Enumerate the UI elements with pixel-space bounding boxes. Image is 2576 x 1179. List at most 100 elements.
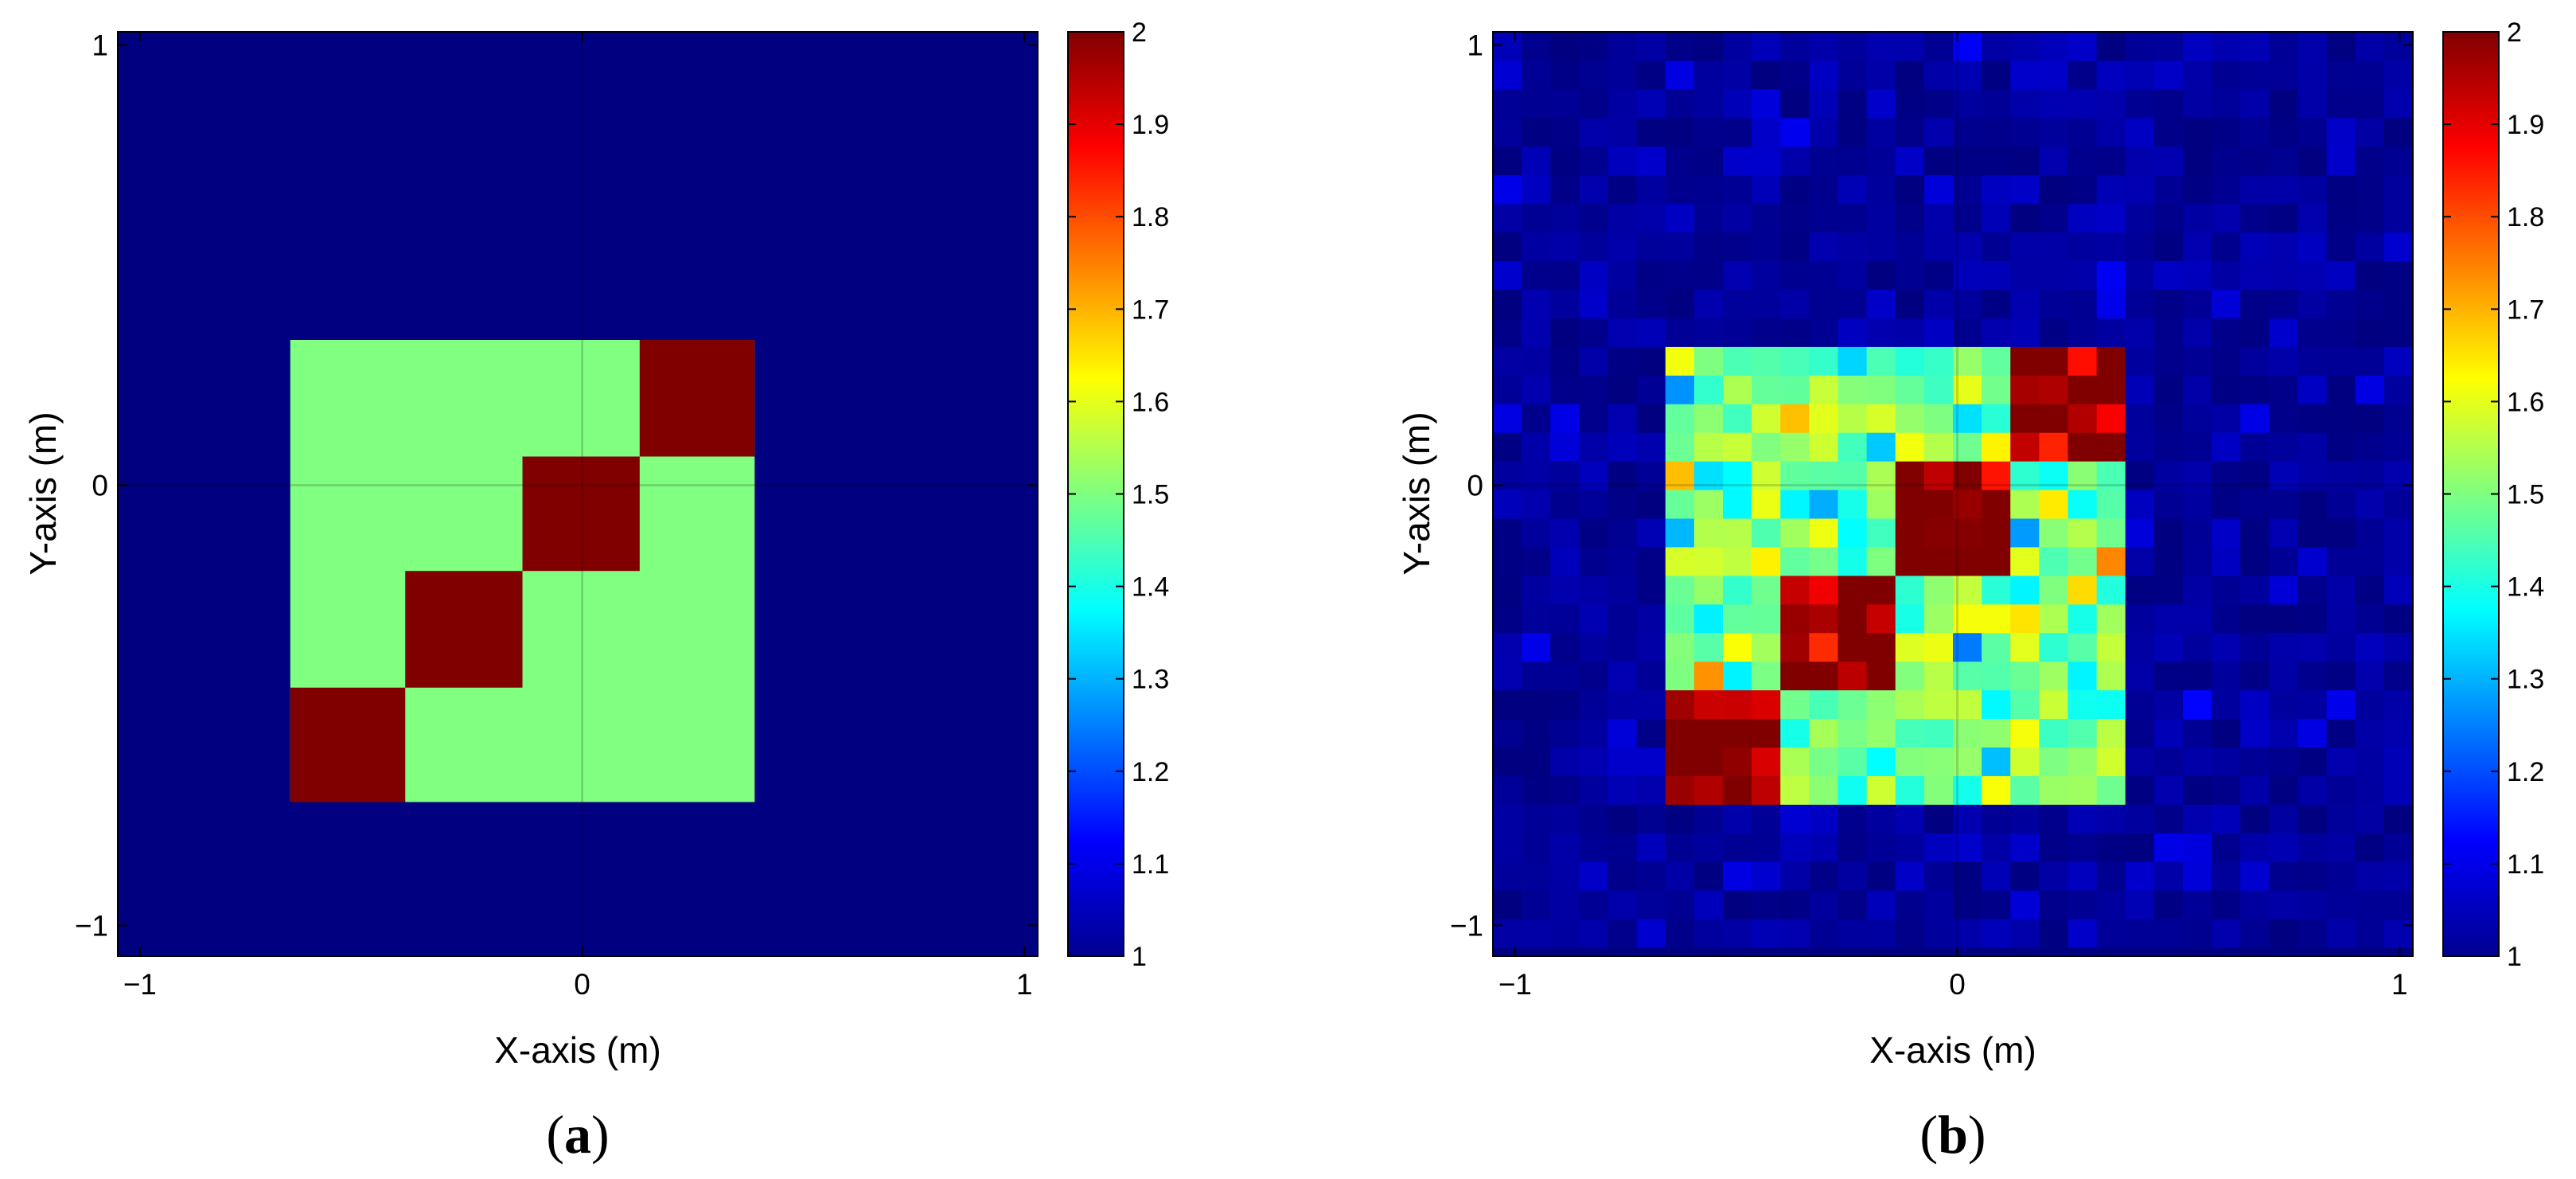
heatmap-cell (1493, 260, 1522, 291)
heatmap-cell (2039, 603, 2069, 634)
panel-label-b-letter: b (1938, 1104, 1968, 1165)
heatmap-cell (2212, 174, 2241, 205)
heatmap-cell (1550, 919, 1580, 948)
heatmap-cell (2010, 60, 2040, 90)
heatmap-cell (2240, 575, 2270, 605)
heatmap-cell (1752, 60, 1781, 90)
heatmap-cell (2326, 346, 2356, 376)
panel-a: −1 0 1 1 0 −1 2 1.9 1.8 1.7 1.6 1.5 1.4 1.3 1.2 1.1 1 X… (22, 18, 1169, 1165)
heatmap-cell (1608, 32, 1638, 61)
heatmap-cell (1752, 318, 1781, 347)
heatmap-cell (2269, 432, 2299, 462)
heatmap-cell (2355, 289, 2385, 318)
heatmap-cell (1837, 346, 1868, 376)
heatmap-cell (1837, 747, 1868, 776)
heatmap-cell (2153, 489, 2184, 519)
heatmap-cell (2096, 517, 2126, 548)
colorbar-tick-label: 1.1 (2507, 849, 2544, 880)
colorbar-tick-label: 1.6 (2507, 387, 2544, 417)
heatmap-cell (1837, 32, 1868, 61)
heatmap-cell (1579, 146, 1609, 176)
heatmap-cell (2355, 260, 2385, 291)
heatmap-cell (1550, 517, 1580, 548)
heatmap-cell (1693, 146, 1724, 176)
heatmap-cell (2125, 203, 2155, 233)
heatmap-cell (1636, 603, 1666, 634)
heatmap-cell (2269, 546, 2299, 576)
heatmap-cell (1693, 203, 1724, 233)
heatmap-cell (1895, 775, 1925, 805)
heatmap-cell (1636, 632, 1666, 662)
heatmap-cell (2240, 517, 2270, 548)
heatmap-cell (1522, 289, 1551, 318)
heatmap-cell (2326, 861, 2356, 891)
heatmap-cell (2153, 346, 2184, 376)
heatmap-cell (2153, 146, 2184, 176)
heatmap-cell (1636, 919, 1666, 948)
heatmap-cell (1723, 689, 1752, 720)
colorbar-tick-label: 1.2 (1132, 757, 1169, 787)
heatmap-cell (2326, 546, 2356, 576)
heatmap-cell (1837, 318, 1868, 347)
heatmap-cell (1608, 203, 1638, 233)
heatmap-cell (1522, 575, 1551, 605)
heatmap-cell (2153, 747, 2184, 776)
heatmap-cell (2153, 232, 2184, 262)
y-tick-label: 1 (1467, 29, 1483, 62)
heatmap-cell (2297, 260, 2328, 291)
heatmap-cell (1493, 117, 1522, 147)
heatmap-cell (2355, 517, 2385, 548)
heatmap-cell (1837, 146, 1868, 176)
heatmap-cell (1953, 375, 1982, 404)
heatmap-cell (1982, 861, 2011, 891)
heatmap-cell (1723, 747, 1752, 776)
heatmap-cell (2240, 432, 2270, 462)
heatmap-cell (1550, 146, 1580, 176)
heatmap-cell (2297, 546, 2328, 576)
heatmap-cell (2326, 461, 2356, 490)
heatmap-cell (2096, 489, 2126, 519)
heatmap-cell (1752, 260, 1781, 291)
heatmap-cell (1809, 260, 1839, 291)
heatmap-cell (1837, 289, 1868, 318)
heatmap-cell (2355, 318, 2385, 347)
heatmap-cell (2297, 404, 2328, 433)
heatmap-cell (1866, 661, 1896, 691)
heatmap-cell (2153, 661, 2184, 691)
heatmap-cell (2039, 689, 2069, 720)
heatmap-region (290, 687, 406, 802)
heatmap-cell (1982, 60, 2011, 90)
heatmap-cell (1866, 232, 1896, 262)
y-axis-label-a: Y-axis (m) (22, 412, 64, 575)
heatmap-cell (2183, 775, 2212, 805)
heatmap-cell (1752, 747, 1781, 776)
heatmap-cell (2096, 461, 2126, 490)
heatmap-cell (2039, 718, 2069, 748)
heatmap-cell (1579, 833, 1609, 862)
heatmap-cell (2297, 575, 2328, 605)
heatmap-cell (2125, 289, 2155, 318)
heatmap-cell (2326, 661, 2356, 691)
heatmap-cell (1809, 775, 1839, 805)
heatmap-cell (1780, 833, 1810, 862)
heatmap-cell (2067, 88, 2098, 119)
heatmap-cell (1665, 461, 1695, 490)
grid-lines-b (1493, 32, 2413, 956)
heatmap-cell (1608, 60, 1638, 90)
heatmap-cell (2269, 60, 2299, 90)
heatmap-cell (1636, 489, 1666, 519)
heatmap-cell (1665, 919, 1695, 948)
heatmap-cell (1866, 375, 1896, 404)
heatmap-cell (1493, 32, 1522, 61)
heatmap-cell (1895, 174, 1925, 205)
heatmap-cell (1693, 632, 1724, 662)
heatmap-cell (2010, 174, 2040, 205)
heatmap-cell (1665, 289, 1695, 318)
heatmap-cell (1982, 689, 2011, 720)
heatmap-cell (1723, 603, 1752, 634)
heatmap-cell (1837, 632, 1868, 662)
heatmap-cell (1982, 603, 2011, 634)
heatmap-cell (1493, 88, 1522, 119)
heatmap-cell (1550, 404, 1580, 433)
heatmap-cell (1982, 747, 2011, 776)
